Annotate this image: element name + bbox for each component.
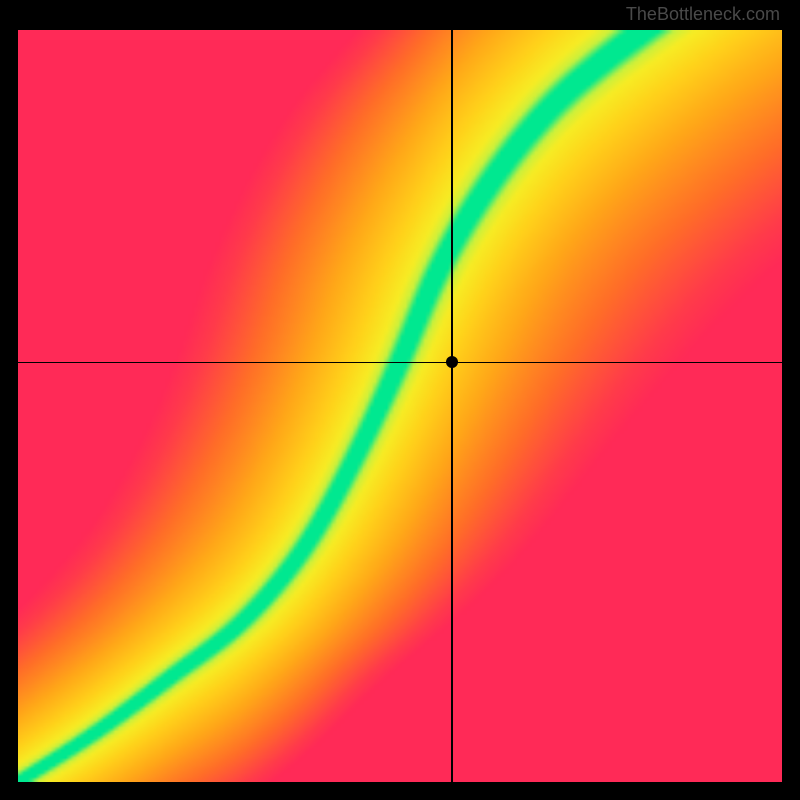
crosshair-vertical <box>451 30 452 782</box>
heatmap-plot <box>18 30 782 782</box>
heatmap-canvas <box>18 30 782 782</box>
crosshair-marker <box>446 356 458 368</box>
watermark-text: TheBottleneck.com <box>626 4 780 25</box>
crosshair-horizontal <box>18 362 782 363</box>
